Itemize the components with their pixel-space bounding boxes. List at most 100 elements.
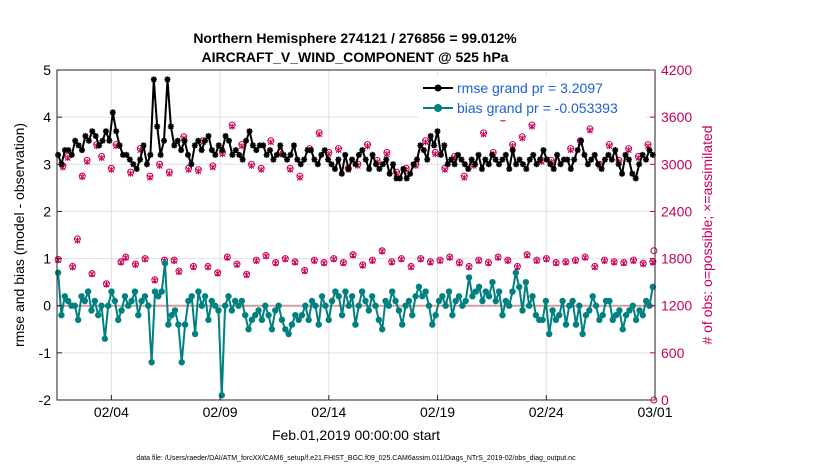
bias-point: [325, 316, 332, 324]
bias-series: [54, 260, 657, 399]
obs-assimilated-point: [533, 257, 540, 265]
rmse-point: [598, 166, 605, 172]
rmse-point: [601, 156, 608, 163]
obs-assimilated-point: [528, 123, 535, 130]
obs-assimilated-point: [369, 257, 376, 265]
bias-point: [592, 302, 600, 309]
rmse-point: [595, 161, 602, 168]
obs-assimilated-point: [330, 256, 337, 263]
bias-point: [362, 297, 369, 305]
rmse-point: [646, 147, 653, 154]
bias-point: [74, 316, 82, 324]
obs-assimilated-point: [417, 256, 424, 263]
bias-point: [275, 302, 282, 309]
bias-point: [328, 297, 336, 305]
rmse-point: [578, 137, 585, 144]
rmse-point: [178, 147, 185, 154]
rmse-point: [636, 161, 643, 168]
bias-point: [88, 307, 95, 314]
rmse-point: [290, 142, 297, 149]
bias-point: [225, 293, 232, 300]
bias-point: [101, 335, 109, 342]
rmse-point: [612, 147, 619, 154]
right-tick-label: 3000: [661, 156, 692, 172]
bias-point: [252, 311, 259, 319]
bias-point: [155, 293, 162, 300]
bias-point: [231, 297, 239, 305]
bias-point: [255, 307, 262, 314]
bias-point: [171, 307, 179, 314]
rmse-point: [208, 147, 215, 154]
rmse-point: [584, 161, 591, 168]
bias-point: [596, 316, 603, 324]
obs-assimilated-point: [383, 150, 390, 158]
rmse-point: [560, 156, 567, 163]
obs-assimilated-point: [296, 174, 303, 181]
rmse-point: [102, 128, 109, 135]
rmse-point: [499, 156, 506, 163]
obs-assimilated-point: [606, 143, 613, 150]
rmse-point: [181, 137, 188, 144]
bias-point: [616, 307, 623, 314]
rmse-point: [75, 142, 82, 149]
bias-point: [425, 302, 433, 309]
rmse-point: [537, 156, 544, 163]
rmse-point: [147, 151, 154, 158]
bias-point: [148, 359, 155, 366]
rmse-point: [540, 147, 547, 154]
rmse-point: [82, 133, 89, 139]
obs-assimilated-point: [398, 256, 405, 263]
rmse-point: [188, 161, 195, 168]
obs-assimilated-point: [243, 271, 250, 279]
x-tick-label: 02/14: [311, 404, 346, 420]
rmse-point: [410, 161, 417, 168]
obs-assimilated-point: [567, 147, 574, 154]
rmse-point: [530, 151, 537, 158]
bias-point: [499, 311, 506, 319]
rmse-point: [519, 161, 526, 168]
bias-point: [609, 316, 616, 324]
rmse-point: [472, 161, 479, 168]
bias-point: [181, 321, 189, 328]
bias-point: [459, 302, 466, 309]
rmse-point: [123, 151, 130, 158]
obs-assimilated-point: [209, 164, 216, 171]
rmse-point: [492, 156, 499, 163]
rmse-point: [130, 161, 137, 168]
rmse-point: [311, 156, 318, 163]
obs-assimilated-point: [147, 174, 153, 181]
rmse-point: [72, 137, 79, 144]
rmse-point: [109, 109, 116, 116]
obs-assimilated-point: [171, 257, 178, 265]
obs-assimilated-point: [205, 264, 211, 271]
bias-point: [629, 302, 636, 309]
rmse-point: [99, 137, 106, 144]
rmse-point: [454, 151, 461, 158]
rmse-point: [61, 147, 68, 154]
bias-point: [529, 293, 536, 300]
rmse-point: [506, 166, 513, 172]
bias-point: [465, 274, 473, 281]
rmse-point: [523, 166, 530, 172]
legend-bias-marker: [434, 104, 442, 112]
bias-point: [475, 283, 483, 291]
bias-point: [546, 330, 553, 338]
obs-assimilated-point: [103, 281, 110, 288]
bias-point: [58, 311, 65, 319]
bias-point: [128, 297, 135, 305]
bias-point: [195, 288, 202, 295]
bias-point: [412, 293, 419, 300]
rmse-point: [205, 133, 212, 139]
rmse-point: [287, 151, 294, 158]
obs-assimilated-point: [441, 166, 448, 173]
bias-point: [91, 297, 99, 305]
bias-point: [121, 293, 129, 300]
rmse-point: [270, 156, 277, 163]
rmse-point: [475, 151, 482, 158]
bias-point: [419, 293, 426, 300]
right-tick-label: 1200: [661, 298, 692, 314]
bias-point: [445, 288, 453, 295]
rmse-point: [383, 156, 390, 163]
obs-assimilated-point: [587, 127, 593, 134]
rmse-point: [437, 151, 444, 158]
